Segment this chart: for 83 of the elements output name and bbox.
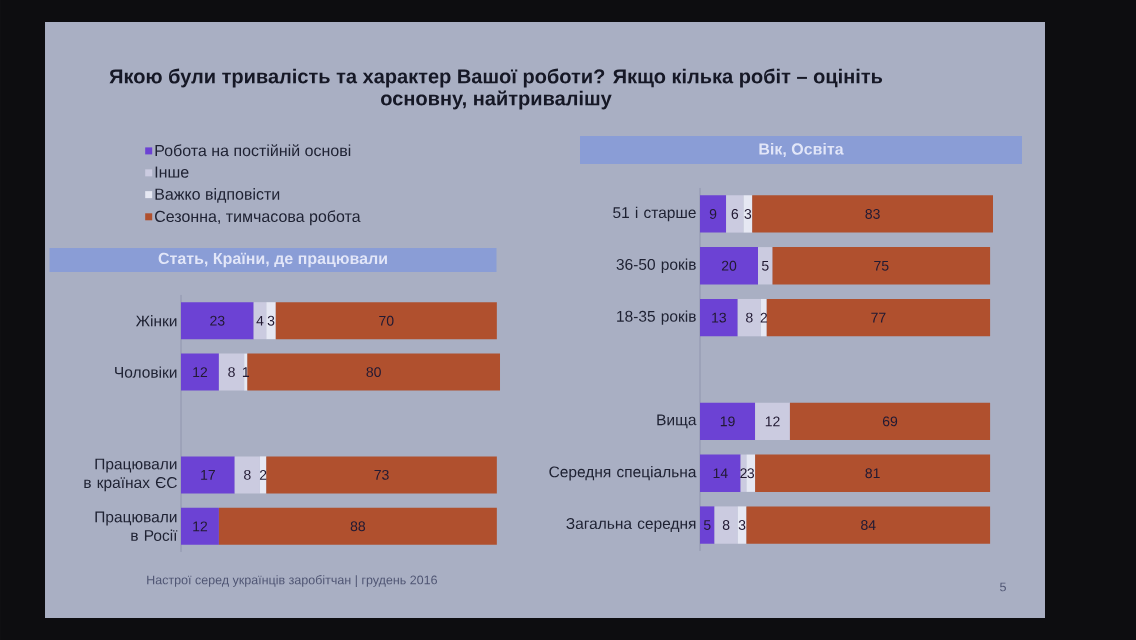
data-label: 17 (201, 470, 215, 480)
data-label: 3 (267, 315, 275, 326)
bar (218, 353, 245, 391)
bar (275, 302, 497, 340)
data-label: 8 (244, 469, 251, 480)
data-label: 8 (746, 312, 753, 323)
y-tick-label: Вища (657, 414, 697, 429)
y-tick-label: Жінки (135, 315, 177, 327)
bar (266, 456, 497, 494)
bar (789, 402, 991, 441)
bar (218, 507, 497, 545)
bar (766, 298, 991, 337)
bar (181, 302, 254, 340)
data-label: 81 (865, 468, 880, 479)
data-label: 12 (193, 367, 208, 377)
y-tick-label: Чоловіки (115, 366, 177, 378)
data-label: 83 (865, 208, 880, 219)
data-label: 69 (882, 416, 898, 427)
bar (746, 454, 756, 492)
data-label: 12 (193, 521, 208, 532)
bar (253, 302, 267, 340)
bar (181, 456, 235, 494)
data-label: 12 (765, 416, 780, 427)
data-label: 77 (871, 312, 886, 323)
data-label: 75 (874, 260, 889, 271)
bar (181, 353, 219, 391)
bar (234, 456, 260, 494)
data-label: 84 (861, 520, 876, 531)
data-label: 88 (350, 521, 366, 532)
data-label: 13 (712, 312, 727, 323)
chart-subtitle: Стать, Країни, де працювали (158, 252, 387, 268)
data-label: 2 (740, 468, 747, 479)
y-tick-label: Середня спеціальна (549, 465, 697, 481)
bar (758, 247, 773, 285)
bar (247, 353, 500, 391)
data-label: 2 (760, 312, 768, 323)
bar (755, 402, 790, 441)
data-label: 4 (256, 315, 264, 326)
legend-label: Важко відповісти (155, 188, 280, 203)
chart-title: Вік, Освіта (759, 142, 844, 158)
y-tick-label: Працювали в країнах ЄС (84, 458, 177, 492)
y-tick-label: 51 і старше (613, 206, 696, 222)
bar (700, 195, 727, 233)
data-label: 5 (703, 520, 711, 530)
y-tick-label: Загальна середня (566, 518, 696, 533)
data-label: 19 (720, 416, 735, 427)
bar (755, 454, 991, 492)
data-label: 6 (731, 208, 739, 219)
bar (700, 506, 715, 544)
y-tick-label: 18-35 років (617, 310, 696, 325)
data-label: 3 (744, 208, 752, 219)
data-label: 23 (210, 315, 225, 326)
legend-label: Інше (155, 166, 189, 178)
chart-title: Якою були тривалість та характер Вашої роботи? Якщо кілька робіт – оцініть основну, найтривалішу (109, 68, 883, 110)
bar (752, 195, 993, 233)
data-label: 3 (747, 468, 755, 479)
bar (181, 507, 219, 545)
legend-label: Робота на постійній основі (155, 144, 351, 157)
data-label: 14 (713, 468, 728, 479)
bar (746, 506, 991, 544)
data-label: 5 (761, 260, 769, 271)
bar (700, 454, 741, 492)
text: 5 (1000, 582, 1006, 592)
data-label: 8 (722, 520, 730, 531)
bar (772, 247, 991, 285)
bar (726, 195, 744, 233)
legend-label: Сезонна, тимчасова робота (155, 210, 361, 226)
y-tick-label: Працювали в Росії (95, 511, 178, 541)
data-label: 70 (379, 315, 394, 326)
text: Настрої серед українців заробітчан | грудень 2016 (147, 575, 437, 587)
bar (700, 247, 759, 285)
data-label: 9 (709, 208, 717, 219)
data-label: 8 (228, 367, 235, 378)
data-label: 73 (374, 469, 389, 480)
bar (700, 402, 756, 441)
bar (737, 298, 761, 337)
data-label: 20 (721, 260, 737, 271)
data-label: 3 (738, 520, 746, 531)
data-label: 80 (366, 367, 381, 378)
bar (714, 506, 738, 544)
bar (266, 302, 276, 340)
bar (700, 298, 738, 337)
y-tick-label: 36-50 років (616, 258, 696, 273)
